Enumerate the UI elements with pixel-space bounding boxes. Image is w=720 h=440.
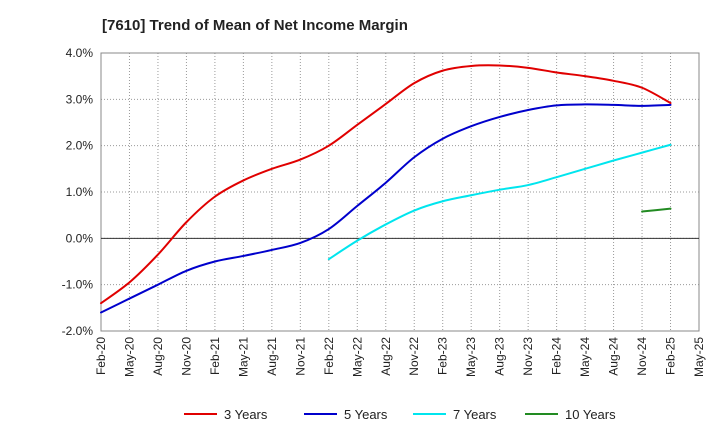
x-tick-label: May-24 xyxy=(578,337,592,377)
x-tick-label: Feb-21 xyxy=(208,337,222,375)
x-tick-label: Aug-22 xyxy=(379,337,393,376)
x-tick-label: Aug-24 xyxy=(607,337,621,376)
series-line-5-years xyxy=(100,103,672,314)
legend-label-3-years: 3 Years xyxy=(224,407,268,422)
y-tick-label: 0.0% xyxy=(66,231,94,245)
y-tick-label: -1.0% xyxy=(62,278,94,292)
x-tick-label: Feb-20 xyxy=(94,337,108,375)
y-tick-label: 4.0% xyxy=(66,46,94,60)
x-tick-label: Nov-24 xyxy=(635,337,649,376)
x-tick-label: Feb-23 xyxy=(436,337,450,375)
legend: 3 Years 5 Years 7 Years 10 Years xyxy=(184,407,616,422)
x-tick-label: May-21 xyxy=(236,337,250,377)
x-tick-label: Nov-22 xyxy=(407,337,421,376)
y-tick-label: 1.0% xyxy=(66,185,94,199)
y-tick-label: -2.0% xyxy=(62,324,94,338)
x-tick-label: May-25 xyxy=(692,337,706,377)
x-tick-label: Nov-20 xyxy=(179,337,193,376)
legend-label-5-years: 5 Years xyxy=(344,407,388,422)
y-tick-label: 3.0% xyxy=(66,92,94,106)
x-tick-label: May-22 xyxy=(350,337,364,377)
chart-title: [7610] Trend of Mean of Net Income Margi… xyxy=(102,17,408,34)
axes: 4.0% 3.0% 2.0% 1.0% 0.0% -1.0% -2.0%Feb-20 May-… xyxy=(62,46,706,377)
x-tick-label: Aug-20 xyxy=(151,337,165,376)
x-tick-label: Feb-22 xyxy=(322,337,336,375)
plot-frame xyxy=(100,52,700,332)
grid xyxy=(100,52,700,332)
series-line-10-years xyxy=(641,207,672,213)
x-tick-label: Nov-23 xyxy=(521,337,535,376)
x-tick-label: Feb-24 xyxy=(550,337,564,375)
series-line-3-years xyxy=(100,64,672,305)
legend-label-7-years: 7 Years xyxy=(453,407,497,422)
series-line-7-years xyxy=(327,143,672,261)
x-tick-label: Feb-25 xyxy=(664,337,678,375)
x-tick-label: Nov-21 xyxy=(293,337,307,376)
y-tick-label: 2.0% xyxy=(66,139,94,153)
series-lines xyxy=(100,64,672,314)
x-tick-label: Aug-21 xyxy=(265,337,279,376)
x-tick-label: Aug-23 xyxy=(493,337,507,376)
x-tick-label: May-20 xyxy=(122,337,136,377)
x-tick-label: May-23 xyxy=(464,337,478,377)
legend-label-10-years: 10 Years xyxy=(565,407,616,422)
